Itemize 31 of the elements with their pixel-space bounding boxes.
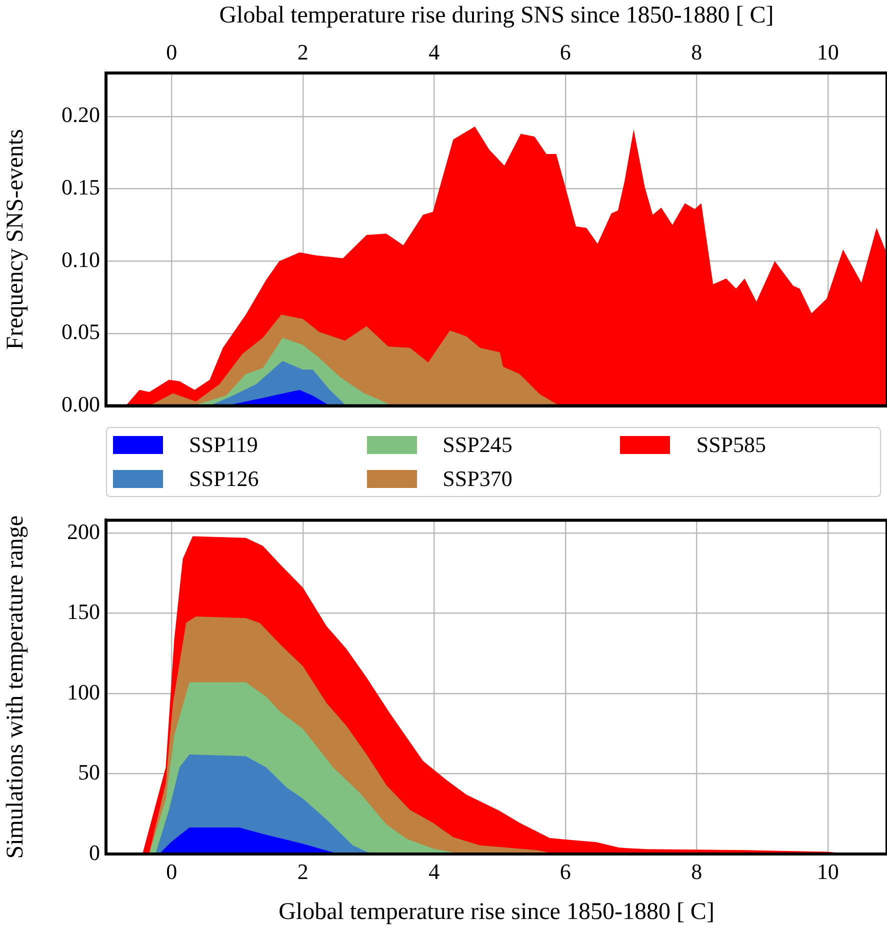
y-tick-label: 0: [89, 840, 100, 865]
x-axis-title: Global temperature rise since 1850-1880 [ C]: [278, 898, 714, 925]
y-tick-label: 0.20: [62, 102, 100, 128]
x-tick-label: 0: [166, 858, 178, 884]
x-tick-label: 8: [691, 858, 702, 884]
x-tick-label: 10: [816, 858, 839, 884]
y-tick-label: 0.00: [62, 392, 100, 417]
x-tick-label: 0: [166, 40, 178, 65]
legend-label: SSP585: [696, 432, 766, 458]
x-tick-label: 2: [297, 40, 308, 65]
x-tick-label: 4: [428, 40, 440, 65]
x-tick-label: 10: [816, 40, 839, 65]
x-axis-title: Global temperature rise during SNS since 1850-1880 [ C]: [219, 2, 774, 29]
legend-label: SSP126: [189, 466, 259, 492]
y-axis-title: Frequency SNS-events: [2, 129, 29, 350]
y-tick-label: 0.10: [62, 246, 100, 272]
x-tick-label: 6: [560, 858, 571, 884]
x-tick-label: 2: [297, 858, 308, 884]
legend-label: SSP119: [189, 432, 258, 458]
y-tick-label: 150: [67, 599, 100, 624]
y-tick-label: 100: [67, 679, 100, 704]
y-tick-label: 200: [67, 518, 100, 544]
x-tick-label: 8: [691, 40, 702, 65]
y-tick-label: 0.05: [62, 319, 100, 344]
legend-label: SSP370: [442, 466, 512, 492]
y-axis-title: Simulations with temperature range: [2, 515, 29, 859]
y-tick-label: 50: [78, 760, 100, 785]
x-tick-label: 4: [428, 858, 440, 884]
legend-label: SSP245: [442, 432, 512, 458]
y-tick-label: 0.15: [62, 174, 100, 200]
x-tick-label: 6: [560, 40, 571, 65]
